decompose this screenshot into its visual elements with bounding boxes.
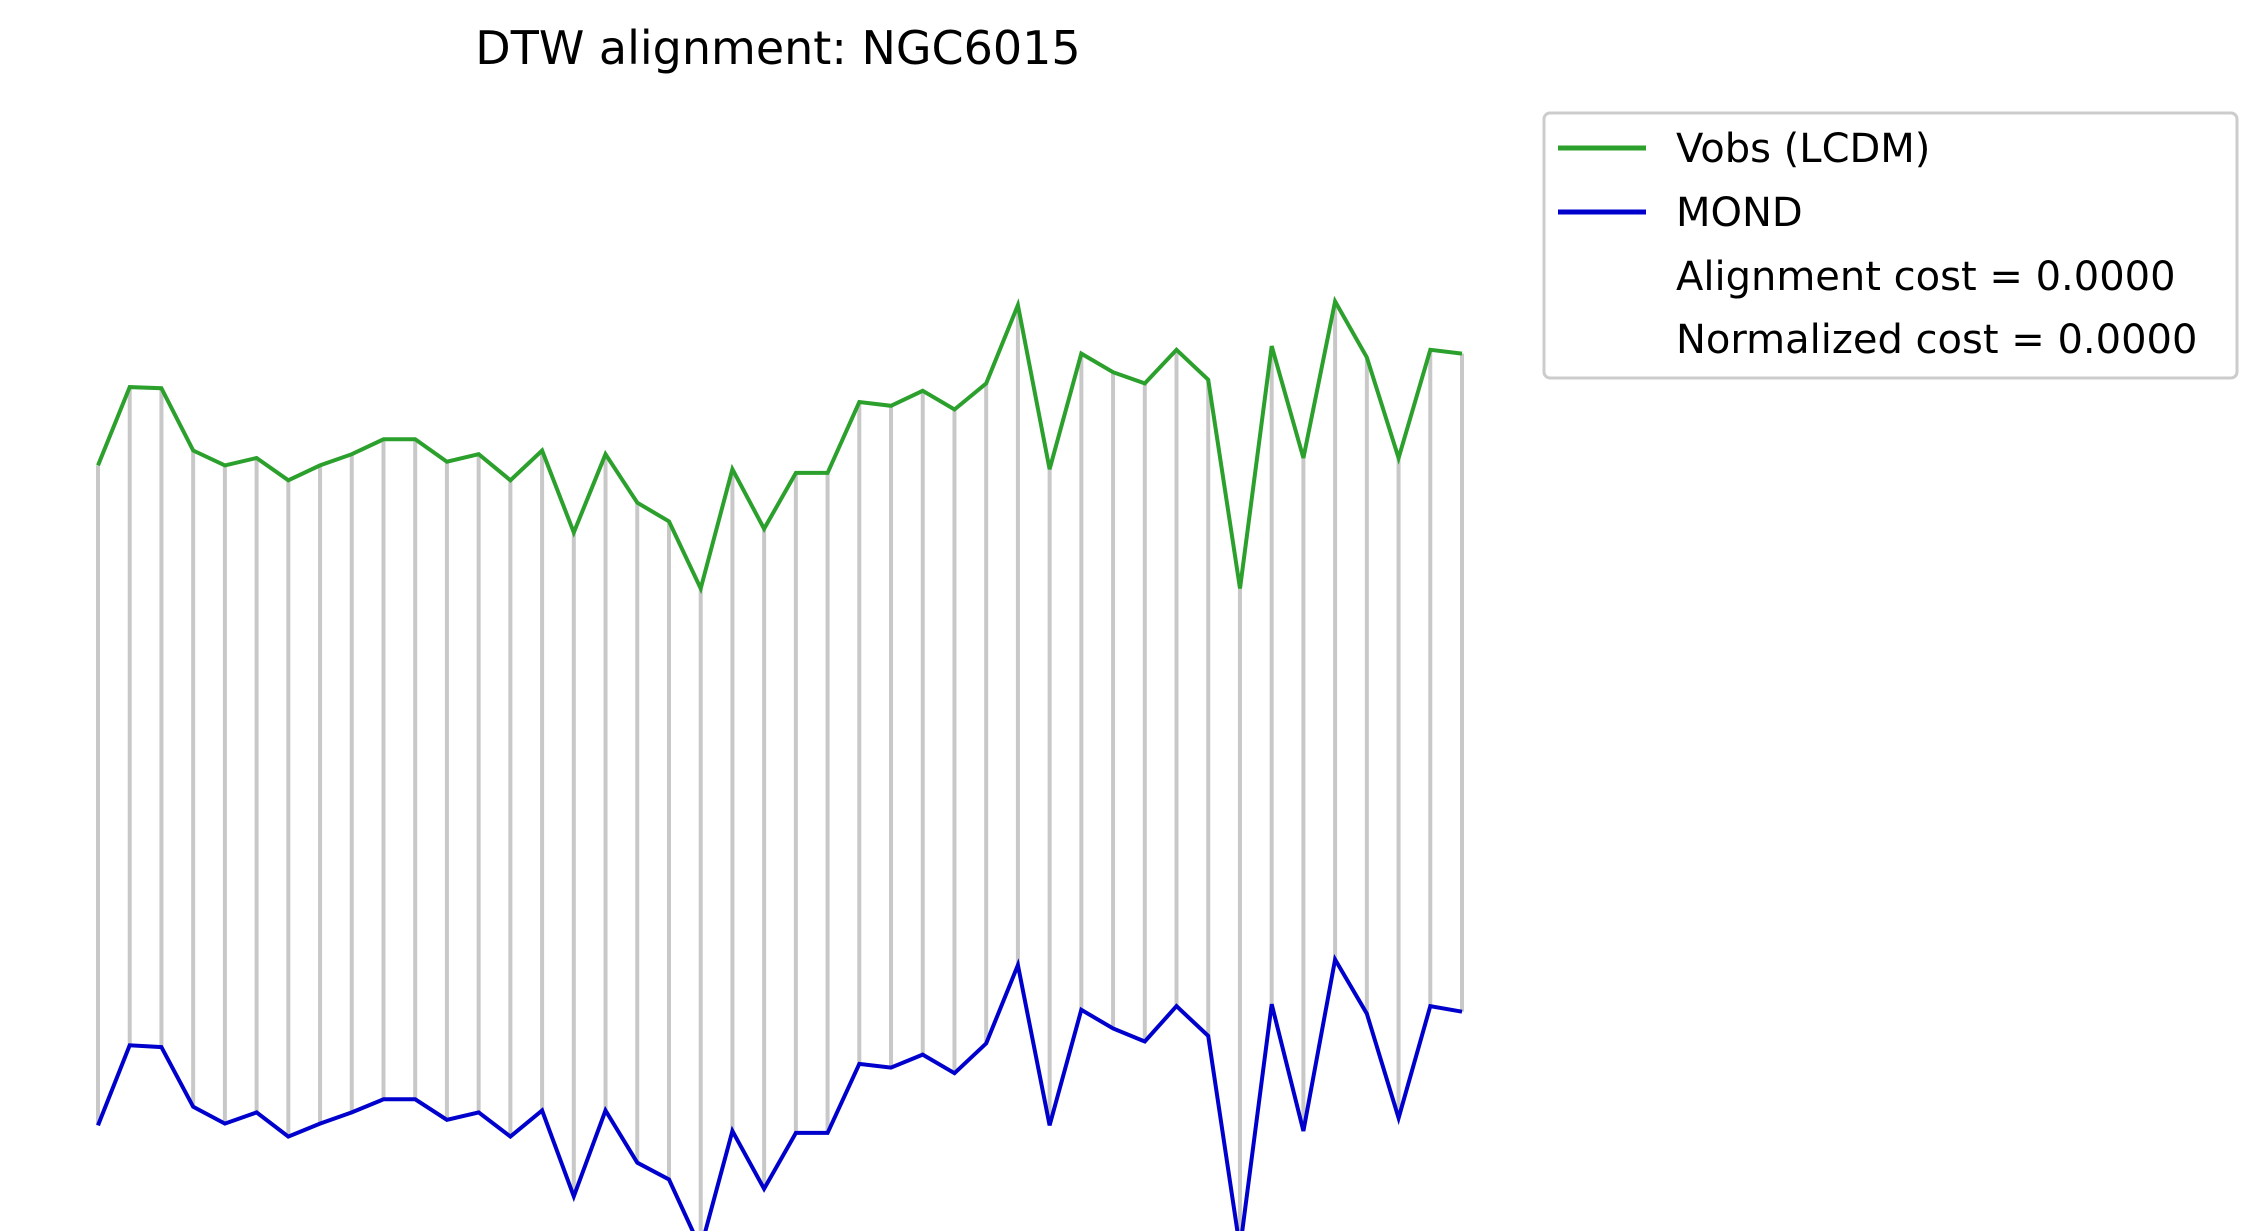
legend: Vobs (LCDM) MOND Alignment cost = 0.0000… [1542,111,2239,380]
legend-normalized-cost: Normalized cost = 0.0000 [1676,317,2197,363]
chart-title: DTW alignment: NGC6015 [475,21,1080,75]
plot-area [96,295,1464,1231]
legend-label-vobs: Vobs (LCDM) [1676,126,1930,172]
legend-box [1542,111,2239,380]
legend-label-mond: MOND [1676,190,1803,236]
series-lines [96,295,1463,1231]
series-line-vobs [96,295,1463,595]
alignment-lines [96,301,1464,1231]
legend-alignment-cost: Alignment cost = 0.0000 [1676,254,2176,300]
series-line-mond [96,953,1463,1231]
